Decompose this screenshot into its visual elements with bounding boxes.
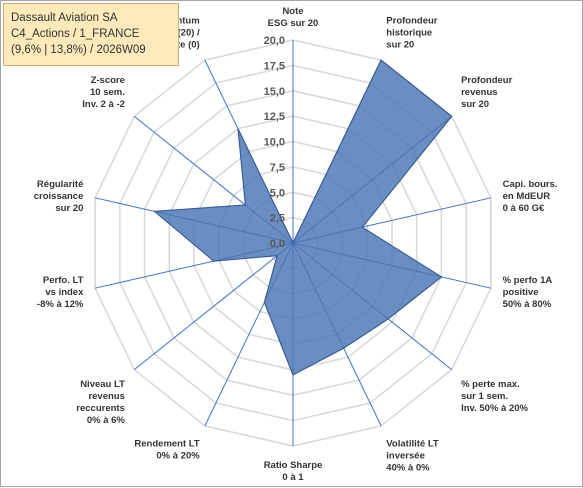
axis-label-line: Vente (0) — [160, 39, 200, 50]
axis-spoke — [133, 242, 294, 370]
tick-label: 10,0 — [264, 137, 285, 149]
axis-label-line: sur 20 — [55, 203, 83, 214]
axis-label-line: sur 20 — [461, 99, 489, 110]
axis-label-line: reccurents — [76, 403, 125, 414]
axis-label-line: Capi. bours. — [503, 179, 558, 190]
chart-title-box: Dassault Aviation SA C4_Actions / 1_FRAN… — [3, 3, 179, 66]
axis-label-line: Inv. 50% à 20% — [461, 403, 528, 414]
axis-label-line: 0% à 20% — [156, 451, 200, 462]
axis-label: Rendement LT0% à 20% — [134, 439, 200, 462]
axis-label-line: inversée — [386, 451, 425, 462]
axis-label-line: ESG sur 20 — [268, 18, 319, 29]
axis-label-line: 0 à 60 G€ — [503, 203, 545, 214]
axis-label-line: Note — [282, 6, 303, 17]
axis-label: % perte max.sur 1 sem.Inv. 50% à 20% — [461, 379, 528, 414]
axis-label-line: Rendement LT — [134, 439, 199, 450]
title-category: C4_Actions / 1_FRANCE — [11, 28, 140, 40]
axis-label-line: historique — [386, 27, 432, 38]
axis-label-line: -8% à 12% — [37, 299, 84, 310]
title-company: Dassault Aviation SA — [11, 12, 118, 24]
tick-label: 5,0 — [270, 187, 285, 199]
axis-label-line: 0% à 6% — [87, 415, 126, 426]
tick-label: 15,0 — [264, 86, 285, 98]
axis-label-line: Profondeur — [461, 75, 512, 86]
axis-label-line: 50% à 80% — [503, 299, 552, 310]
axis-label-line: Régularité — [37, 179, 83, 190]
axis-label-line: % perte max. — [461, 379, 520, 390]
axis-label-line: 0 à 1 — [282, 472, 304, 483]
axis-label-line: 40% à 0% — [386, 463, 430, 474]
radar-series — [152, 59, 453, 376]
axis-label-line: en MdEUR — [503, 191, 551, 202]
axis-label-line: vs index — [45, 287, 84, 298]
axis-label-line: revenus — [88, 391, 124, 402]
tick-label: 7,5 — [270, 162, 285, 174]
tick-label: 0,0 — [270, 238, 285, 250]
axis-label-line: sur 1 sem. — [461, 391, 508, 402]
axis-label-line: 10 sem. — [90, 87, 125, 98]
tick-label: 12,5 — [264, 111, 285, 123]
axis-label-line: Inv. 2 à -2 — [82, 99, 125, 110]
series-area — [152, 59, 453, 376]
axis-label-line: Niveau LT — [80, 379, 125, 390]
tick-label: 20,0 — [264, 35, 285, 47]
axis-label-line: croissance — [34, 191, 84, 202]
axis-label-line: sur 20 — [386, 39, 414, 50]
axis-label-line: Ratio Sharpe — [264, 460, 323, 471]
axis-label-line: Perfo. LT — [43, 275, 84, 286]
axis-label-line: % perfo 1A — [503, 275, 553, 286]
axis-label-line: Profondeur — [386, 15, 437, 26]
axis-label-line: Volatilité LT — [386, 439, 439, 450]
tick-label: 2,5 — [270, 213, 285, 225]
axis-label-line: revenus — [461, 87, 497, 98]
axis-label-line: Z-score — [91, 75, 125, 86]
tick-label: 17,5 — [264, 60, 285, 72]
title-stats: (9,6% | 13,8%) / 2026W09 — [11, 44, 146, 56]
radar-tick-labels: 0,0 2,5 5,0 7,5 10,0 12,5 15,0 17,5 20,0 — [264, 35, 285, 250]
axis-label-line: positive — [503, 287, 539, 298]
